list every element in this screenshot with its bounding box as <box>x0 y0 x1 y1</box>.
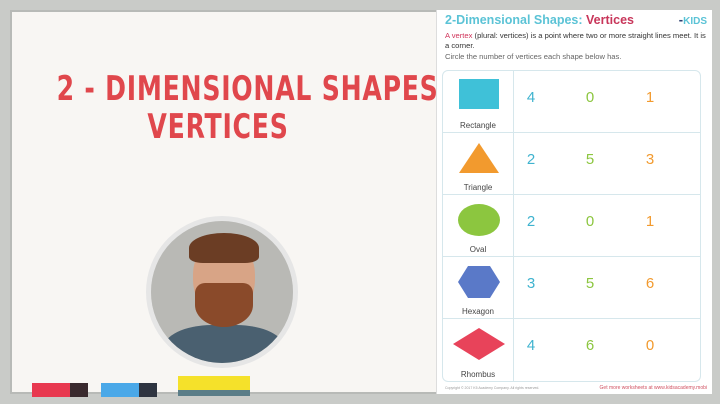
yellow-sponge <box>178 376 250 396</box>
rectangle-shape-icon <box>458 79 500 113</box>
vertex-option[interactable]: 4 <box>526 89 536 106</box>
shape-label: Oval <box>469 245 487 254</box>
shape-label: Hexagon <box>461 307 495 316</box>
shape-cell: Rectangle <box>443 71 514 132</box>
title-line-2: VERTICES <box>147 107 289 147</box>
shape-cell: Oval <box>443 195 514 256</box>
vertex-option[interactable]: 0 <box>645 337 655 354</box>
vertex-option[interactable]: 1 <box>645 213 655 230</box>
rhombus-shape-icon <box>453 327 505 361</box>
table-row: Triangle 2 5 3 <box>443 133 700 195</box>
kids-academy-logo: -KIDS <box>678 12 707 27</box>
worksheet-footer: Copyright © 2017 K5 Academy Company. All… <box>445 385 707 391</box>
shape-label: Rectangle <box>459 121 497 130</box>
vertex-option[interactable]: 2 <box>526 151 536 168</box>
instruction: Circle the number of vertices each shape… <box>445 52 622 61</box>
shape-label: Rhombus <box>460 370 496 379</box>
vertex-option[interactable]: 6 <box>645 275 655 292</box>
shape-cell: Hexagon <box>443 257 514 318</box>
worksheet-intro: A vertex (plural: vertices) is a point w… <box>445 31 707 62</box>
vertex-option[interactable]: 1 <box>645 89 655 106</box>
shapes-table: Rectangle 4 0 1 Triangle 2 5 3 Oval 2 0 1 Hexagon 3 5 6… <box>442 70 701 382</box>
red-marker <box>32 383 88 397</box>
vertex-option[interactable]: 6 <box>585 337 595 354</box>
triangle-shape-icon <box>458 141 500 175</box>
more-worksheets-link[interactable]: Get more worksheets at www.kidsacademy.m… <box>599 385 707 391</box>
title-line-1: 2 - DIMENSIONAL SHAPES: <box>56 69 450 109</box>
slide-title: 2 - DIMENSIONAL SHAPES: VERTICES <box>56 69 450 147</box>
worksheet-header: 2-Dimensional Shapes: Vertices -KIDS <box>445 12 707 27</box>
table-row: Oval 2 0 1 <box>443 195 700 257</box>
worksheet-title: 2-Dimensional Shapes: Vertices <box>445 13 634 27</box>
blue-marker <box>101 383 157 397</box>
oval-shape-icon <box>458 203 500 237</box>
presenter-avatar <box>146 216 298 368</box>
definition: A vertex (plural: vertices) is a point w… <box>445 31 706 50</box>
vertex-option[interactable]: 0 <box>585 213 595 230</box>
shape-label: Triangle <box>463 183 493 192</box>
hexagon-shape-icon <box>458 265 500 299</box>
shape-cell: Rhombus <box>443 319 514 381</box>
vertex-option[interactable]: 4 <box>526 337 536 354</box>
vertex-option[interactable]: 5 <box>585 151 595 168</box>
vertex-option[interactable]: 0 <box>585 89 595 106</box>
copyright: Copyright © 2017 K5 Academy Company. All… <box>445 386 540 390</box>
shape-cell: Triangle <box>443 133 514 194</box>
vertex-option[interactable]: 3 <box>645 151 655 168</box>
vertex-option[interactable]: 3 <box>526 275 536 292</box>
table-row: Rhombus 4 6 0 <box>443 319 700 381</box>
table-row: Rectangle 4 0 1 <box>443 71 700 133</box>
vertex-option[interactable]: 2 <box>526 213 536 230</box>
vertex-option[interactable]: 5 <box>585 275 595 292</box>
worksheet: 2-Dimensional Shapes: Vertices -KIDS A v… <box>436 10 712 394</box>
table-row: Hexagon 3 5 6 <box>443 257 700 319</box>
